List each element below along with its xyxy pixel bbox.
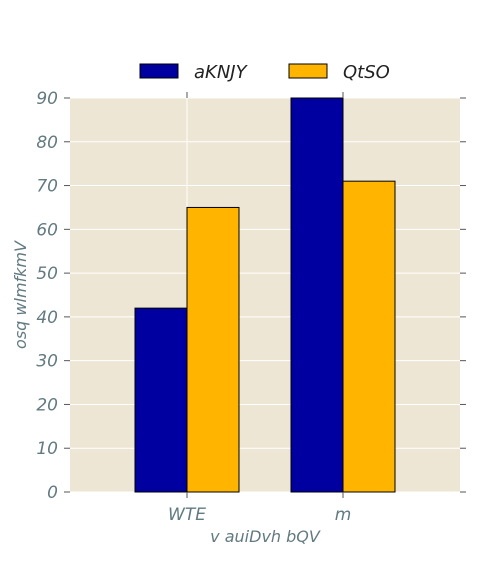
y-tick-label: 90	[36, 89, 58, 109]
y-axis-label: osq wlmfkmV	[11, 240, 30, 349]
legend-label-QtSO: QtSO	[343, 62, 390, 83]
y-tick-label: 70	[36, 177, 58, 197]
bar-QtSO-WTE	[186, 206, 240, 493]
bar-aKNJY-m	[290, 97, 344, 493]
axes: 0 10 20 30 40 50 60 70 80 90 WTE m	[36, 89, 466, 525]
y-tick-label: 40	[36, 308, 58, 328]
x-axis-label: v auiDvh bQV	[210, 527, 321, 546]
y-tick-label: 80	[36, 133, 58, 153]
x-tick-label: m	[335, 505, 352, 525]
bar-aKNJY-WTE	[134, 307, 188, 493]
legend-swatch-QtSO	[288, 63, 328, 79]
y-tick-label: 50	[36, 264, 58, 284]
y-tick-label: 30	[36, 352, 58, 372]
x-tick-label: WTE	[168, 505, 206, 525]
legend-label-aKNJY: aKNJY	[194, 62, 249, 83]
y-tick-label: 10	[36, 439, 58, 459]
y-tick-label: 20	[36, 395, 58, 415]
legend: aKNJY QtSO	[139, 62, 390, 83]
y-tick-label: 60	[36, 220, 58, 240]
plot-area	[70, 98, 460, 492]
bars	[134, 97, 396, 493]
legend-swatch-aKNJY	[139, 63, 179, 79]
bar-QtSO-m	[342, 180, 396, 493]
y-tick-label: 0	[47, 483, 58, 503]
